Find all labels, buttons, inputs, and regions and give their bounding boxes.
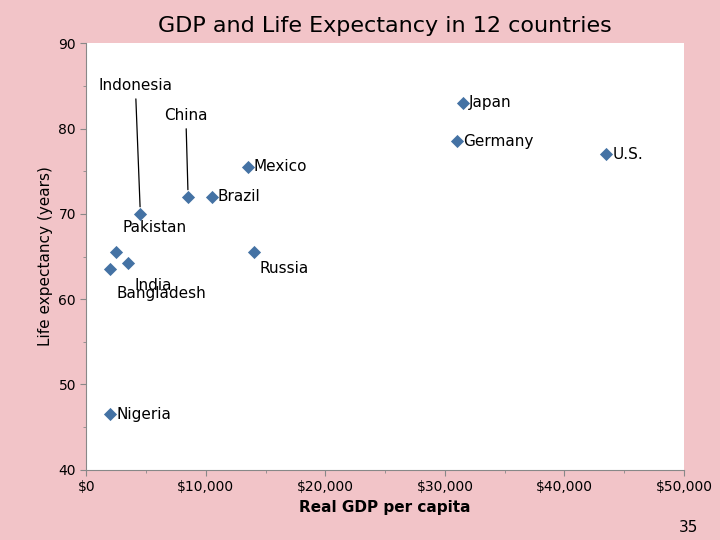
Text: Indonesia: Indonesia [99,78,172,207]
Point [451,137,463,146]
X-axis label: Real GDP per capita: Real GDP per capita [300,500,471,515]
Point [135,210,146,218]
Point [457,99,469,107]
Point [206,192,217,201]
Text: Brazil: Brazil [218,190,261,204]
Text: Japan: Japan [469,96,511,110]
Point [242,163,253,171]
Title: GDP and Life Expectancy in 12 countries: GDP and Life Expectancy in 12 countries [158,16,612,36]
Text: Germany: Germany [463,134,534,149]
Text: U.S.: U.S. [612,147,643,161]
Text: India: India [134,278,171,293]
Text: China: China [164,108,207,190]
Point [104,410,116,418]
Text: Pakistan: Pakistan [122,220,186,235]
Point [248,248,259,256]
Text: Nigeria: Nigeria [117,407,171,422]
Point [122,259,134,268]
Point [600,150,612,158]
Point [104,265,116,274]
Point [111,248,122,256]
Text: Bangladesh: Bangladesh [117,286,206,301]
Text: 35: 35 [679,519,698,535]
Text: Russia: Russia [260,261,309,276]
Y-axis label: Life expectancy (years): Life expectancy (years) [38,166,53,347]
Point [182,192,194,201]
Text: Mexico: Mexico [253,159,307,174]
